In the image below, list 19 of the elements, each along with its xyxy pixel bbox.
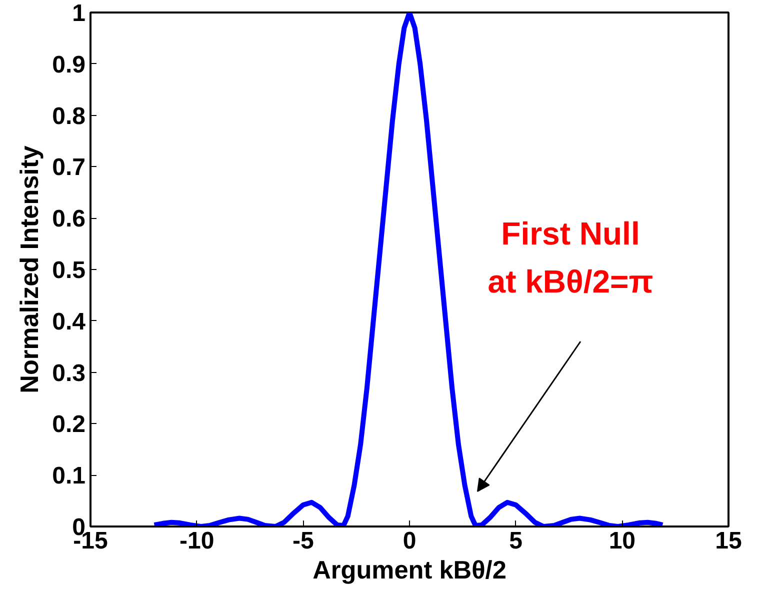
x-axis-title: Argument kBθ/2 <box>312 556 506 584</box>
x-tick-label: 0 <box>402 528 416 554</box>
y-tick-label: 1 <box>72 0 86 27</box>
x-tick-label: 15 <box>715 528 742 554</box>
y-tick-label: 0.4 <box>52 308 86 336</box>
x-tick-label: -5 <box>292 528 314 554</box>
y-tick-label: 0.2 <box>52 411 86 438</box>
y-tick-label: 0.1 <box>52 462 86 490</box>
y-tick-label: 0.7 <box>52 154 86 182</box>
x-tick-label: -10 <box>179 528 214 554</box>
annotation: First Null at kBθ/2=π <box>488 216 654 300</box>
y-tick-label: 0.8 <box>52 102 86 130</box>
y-axis-title: Normalized Intensity <box>16 146 44 394</box>
x-tick-label: 5 <box>509 528 523 554</box>
y-tick-label: 0.6 <box>52 206 86 233</box>
y-tick-label: 0.5 <box>52 257 86 284</box>
x-tick-label: 10 <box>608 528 636 554</box>
y-tick-label: 0.3 <box>52 360 86 387</box>
y-tick-label: 0.9 <box>52 51 86 78</box>
